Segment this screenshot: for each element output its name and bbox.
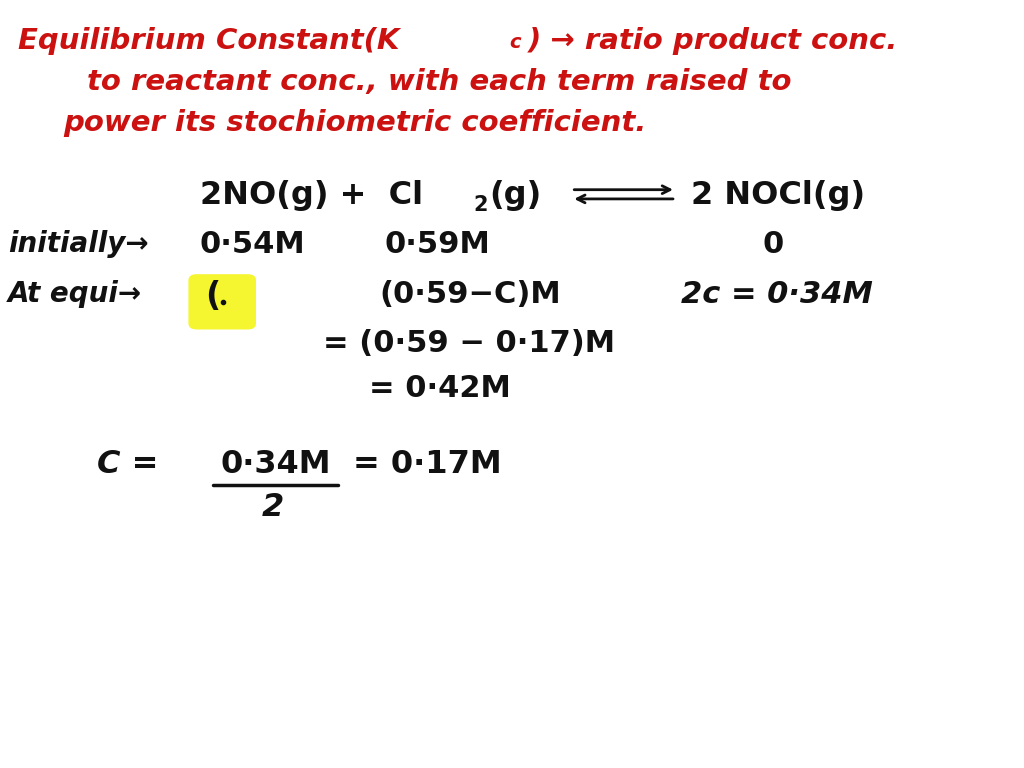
Text: 2: 2 (473, 195, 487, 215)
Text: (g): (g) (489, 180, 542, 211)
Text: ) → ratio product conc.: ) → ratio product conc. (527, 27, 898, 55)
Text: 0·34M: 0·34M (220, 449, 331, 480)
Text: 2c = 0·34M: 2c = 0·34M (681, 280, 872, 310)
Text: 0: 0 (763, 230, 784, 260)
Text: initially→: initially→ (8, 230, 148, 258)
Text: 2: 2 (262, 492, 285, 522)
Text: c: c (509, 33, 520, 52)
Text: (: ( (205, 280, 220, 313)
Text: Equilibrium Constant(K: Equilibrium Constant(K (18, 27, 400, 55)
Text: 0·54M: 0·54M (200, 230, 305, 260)
Text: to reactant conc., with each term raised to: to reactant conc., with each term raised… (87, 68, 792, 95)
Text: 2 NOCl(g): 2 NOCl(g) (691, 180, 865, 211)
Text: = 0·42M: = 0·42M (369, 374, 511, 403)
FancyBboxPatch shape (188, 274, 256, 329)
Text: power its stochiometric coefficient.: power its stochiometric coefficient. (63, 109, 647, 137)
Text: = (0·59 − 0·17)M: = (0·59 − 0·17)M (323, 329, 614, 358)
Text: 0·59M: 0·59M (384, 230, 489, 260)
Text: At equi→: At equi→ (8, 280, 142, 308)
Text: C =: C = (97, 449, 170, 480)
Text: = 0·17M: = 0·17M (353, 449, 502, 480)
Text: (0·59−C)M: (0·59−C)M (379, 280, 560, 310)
Text: 2NO(g) +  Cl: 2NO(g) + Cl (200, 180, 423, 211)
